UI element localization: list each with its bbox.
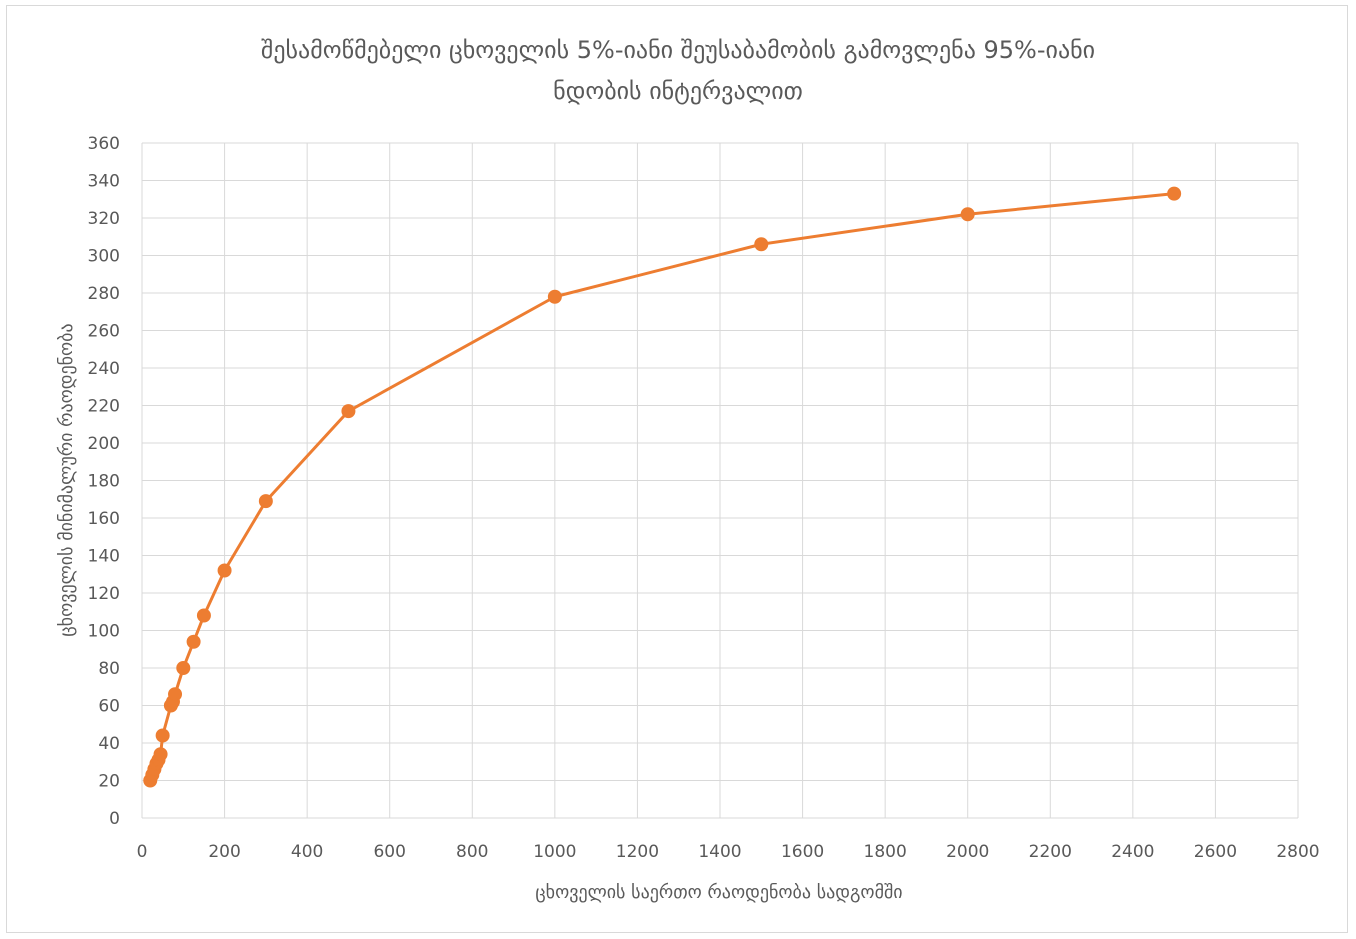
y-tick-label: 300 (88, 247, 120, 267)
y-tick-label: 220 (88, 397, 120, 417)
x-tick-label: 200 (208, 842, 240, 862)
y-axis-title: ცხოველის მინიმალური რაოდენობა (56, 323, 77, 636)
x-tick-label: 2000 (946, 842, 989, 862)
x-tick-label: 1000 (533, 842, 576, 862)
series-layer (143, 186, 1182, 788)
data-point (960, 207, 975, 222)
y-tick-label: 200 (88, 434, 120, 454)
data-point (258, 494, 273, 509)
x-tick-label: 1600 (781, 842, 824, 862)
data-point (155, 728, 170, 743)
data-point (754, 237, 769, 252)
tick-labels: 0 20 40 60 80 100 120 140 160 180 200 220 240 260 280 3… (88, 134, 1320, 862)
chart-frame (6, 5, 1348, 933)
y-tick-label: 60 (98, 697, 120, 717)
y-tick-label: 140 (88, 547, 120, 567)
gridlines (141, 142, 1299, 819)
y-tick-label: 180 (88, 472, 120, 492)
y-tick-label: 120 (88, 584, 120, 604)
x-tick-label: 400 (291, 842, 323, 862)
data-point (186, 634, 201, 649)
chart-title-line-2: ნდობის ინტერვალით (553, 77, 803, 105)
data-point (196, 608, 211, 623)
x-tick-label: 2600 (1194, 842, 1237, 862)
x-tick-label: 2200 (1029, 842, 1072, 862)
x-tick-label: 1200 (616, 842, 659, 862)
x-tick-label: 1800 (864, 842, 907, 862)
y-tick-label: 280 (88, 284, 120, 304)
y-tick-label: 80 (98, 659, 120, 679)
y-tick-label: 240 (88, 359, 120, 379)
y-tick-label: 20 (98, 772, 120, 792)
x-tick-label: 0 (137, 842, 148, 862)
y-tick-label: 40 (98, 734, 120, 754)
x-axis-title: ცხოველის საერთო რაოდენობა სადგომში (535, 882, 902, 903)
data-point (547, 289, 562, 304)
y-tick-label: 100 (88, 622, 120, 642)
x-tick-label: 2400 (1111, 842, 1154, 862)
x-tick-label: 600 (373, 842, 405, 862)
data-point (176, 661, 191, 675)
series-line (148, 192, 1176, 782)
y-tick-label: 360 (88, 134, 120, 154)
data-point (1167, 186, 1182, 201)
y-tick-label: 160 (88, 509, 120, 529)
data-point (153, 747, 168, 762)
data-point (168, 687, 183, 702)
y-tick-label: 320 (88, 209, 120, 229)
x-tick-label: 800 (456, 842, 488, 862)
chart-title-line-1: შესამოწმებელი ცხოველის 5%-იანი შეუსაბამო… (261, 36, 1095, 64)
data-point (341, 404, 356, 419)
y-tick-label: 260 (88, 322, 120, 342)
x-tick-label: 1400 (698, 842, 741, 862)
data-point (217, 563, 232, 578)
x-tick-label: 2800 (1276, 842, 1319, 862)
y-tick-label: 340 (88, 172, 120, 192)
y-tick-label: 0 (109, 809, 120, 829)
